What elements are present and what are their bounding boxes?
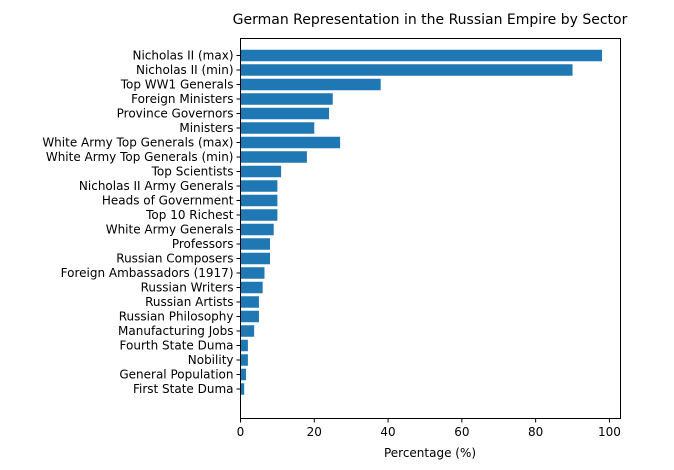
bar <box>240 223 274 236</box>
category-label: Nobility <box>188 353 234 367</box>
category-label: General Population <box>119 368 233 382</box>
bar <box>240 209 278 221</box>
category-label: Ministers <box>179 121 233 135</box>
x-tick-label: 0 <box>237 425 245 439</box>
x-axis-label: Percentage (%) <box>384 446 476 460</box>
category-label: White Army Top Generals (min) <box>46 150 234 164</box>
category-label: Russian Writers <box>141 281 234 295</box>
bar <box>240 180 278 192</box>
category-label: Top WW1 Generals <box>120 78 234 92</box>
category-label: Nicholas II Army Generals <box>79 179 234 193</box>
bar <box>240 310 259 323</box>
bar <box>240 93 333 105</box>
bar <box>240 267 265 279</box>
category-label: Foreign Ministers <box>131 92 233 106</box>
bar <box>240 122 315 134</box>
x-tick-label: 80 <box>528 425 543 439</box>
bar <box>240 165 282 178</box>
category-label: Nicholas II (max) <box>132 49 233 63</box>
bar <box>240 78 381 91</box>
bar <box>240 339 248 352</box>
category-label: Top 10 Richest <box>145 208 234 222</box>
x-tick-label: 100 <box>598 425 621 439</box>
bar <box>240 64 573 76</box>
x-tick-label: 20 <box>307 425 322 439</box>
category-label: Heads of Government <box>102 194 234 208</box>
category-label: White Army Top Generals (max) <box>42 136 233 150</box>
category-label: Russian Philosophy <box>119 310 234 324</box>
category-label: Foreign Ambassadors (1917) <box>61 266 234 280</box>
category-label: Province Governors <box>117 107 234 121</box>
category-label: Russian Composers <box>116 252 233 266</box>
category-label: Manufacturing Jobs <box>118 324 233 338</box>
category-label: Fourth State Duma <box>120 339 234 353</box>
bar <box>240 368 247 381</box>
plot-frame <box>240 38 621 419</box>
x-tick-label: 40 <box>380 425 395 439</box>
x-tick-label: 60 <box>454 425 469 439</box>
category-label: Nicholas II (min) <box>136 63 234 77</box>
chart-title: German Representation in the Russian Emp… <box>233 12 628 28</box>
bar <box>240 325 255 337</box>
category-label: First State Duma <box>133 382 234 396</box>
category-label: Top Scientists <box>151 165 234 179</box>
bar <box>240 354 248 366</box>
category-label: White Army Generals <box>106 223 234 237</box>
bar <box>240 194 278 207</box>
category-label: Russian Artists <box>145 295 233 309</box>
bar <box>240 296 259 308</box>
bar <box>240 151 307 163</box>
bar <box>240 49 603 62</box>
category-labels-group: Nicholas II (max)Nicholas II (min)Top WW… <box>42 49 241 396</box>
bar <box>240 383 245 395</box>
bars-group <box>240 49 603 395</box>
bar <box>240 136 341 149</box>
bar <box>240 238 271 250</box>
bar <box>240 281 263 294</box>
bar <box>240 107 330 120</box>
x-ticks-group: 0 20 40 60 80 100 <box>237 418 621 439</box>
bar <box>240 252 271 265</box>
category-label: Professors <box>172 237 234 251</box>
